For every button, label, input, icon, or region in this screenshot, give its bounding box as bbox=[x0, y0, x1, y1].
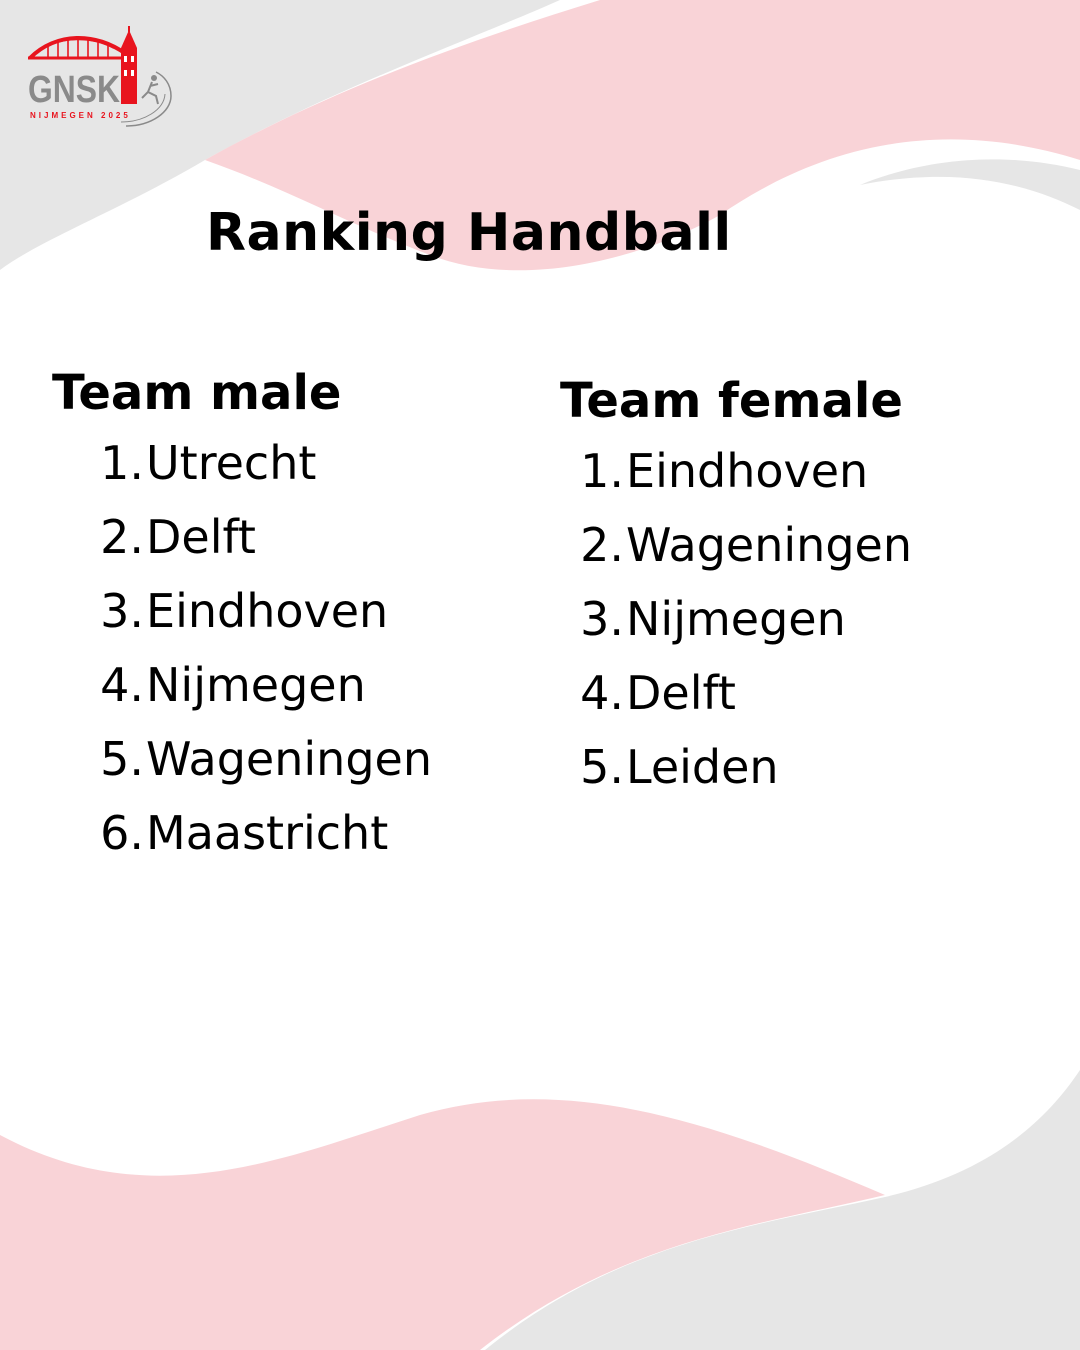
bottom-grey-wave bbox=[485, 1070, 1080, 1350]
logo-subtitle: NIJMEGEN 2025 bbox=[30, 111, 131, 120]
team-name: Wageningen bbox=[146, 732, 432, 786]
rank-number: 2. bbox=[580, 518, 624, 572]
tower-icon bbox=[121, 26, 137, 104]
team-name: Eindhoven bbox=[146, 584, 389, 638]
gnsk-logo: GNSK NIJMEGEN 2025 bbox=[26, 26, 176, 136]
team-name: Wageningen bbox=[626, 518, 912, 572]
runner-icon bbox=[120, 71, 172, 127]
team-name: Maastricht bbox=[146, 806, 389, 860]
rank-number: 2. bbox=[100, 510, 144, 564]
ranking-item: 1. Eindhoven bbox=[572, 434, 930, 508]
ranking-item: 2. Delft bbox=[92, 500, 512, 574]
ranking-item: 1. Utrecht bbox=[92, 426, 512, 500]
rank-number: 6. bbox=[100, 806, 144, 860]
logo-wordmark: GNSK bbox=[28, 69, 120, 111]
team-female-ranking-list: 1. Eindhoven 2. Wageningen 3. Nijmegen 4… bbox=[572, 434, 930, 804]
bottom-pink-wave bbox=[0, 1099, 885, 1350]
team-name: Nijmegen bbox=[626, 592, 846, 646]
rank-number: 1. bbox=[580, 444, 624, 498]
top-grey-wave bbox=[0, 0, 560, 270]
ranking-item: 5. Wageningen bbox=[92, 722, 512, 796]
ranking-item: 6. Maastricht bbox=[92, 796, 512, 870]
rank-number: 5. bbox=[100, 732, 144, 786]
team-female-heading: Team female bbox=[560, 373, 903, 429]
team-name: Leiden bbox=[626, 740, 779, 794]
rank-number: 4. bbox=[100, 658, 144, 712]
ranking-item: 3. Nijmegen bbox=[572, 582, 930, 656]
ranking-item: 2. Wageningen bbox=[572, 508, 930, 582]
top-pink-wave bbox=[205, 0, 1080, 271]
rank-number: 5. bbox=[580, 740, 624, 794]
team-male-column: Team male 1. Utrecht 2. Delft 3. Eindhov… bbox=[52, 360, 512, 870]
ranking-item: 4. Delft bbox=[572, 656, 930, 730]
bridge-arch bbox=[28, 36, 128, 60]
rank-number: 1. bbox=[100, 436, 144, 490]
team-name: Delft bbox=[626, 666, 736, 720]
team-name: Nijmegen bbox=[146, 658, 366, 712]
team-male-heading: Team male bbox=[52, 365, 342, 421]
rank-number: 4. bbox=[580, 666, 624, 720]
team-female-column: Team female 1. Eindhoven 2. Wageningen 3… bbox=[560, 368, 930, 804]
ranking-item: 3. Eindhoven bbox=[92, 574, 512, 648]
rank-number: 3. bbox=[100, 584, 144, 638]
page-title: Ranking Handball bbox=[206, 203, 732, 263]
team-name: Eindhoven bbox=[626, 444, 869, 498]
team-name: Utrecht bbox=[146, 436, 317, 490]
team-name: Delft bbox=[146, 510, 256, 564]
top-right-grey-wave bbox=[860, 159, 1080, 210]
ranking-item: 5. Leiden bbox=[572, 730, 930, 804]
rank-number: 3. bbox=[580, 592, 624, 646]
team-male-ranking-list: 1. Utrecht 2. Delft 3. Eindhoven 4. Nijm… bbox=[92, 426, 512, 870]
ranking-item: 4. Nijmegen bbox=[92, 648, 512, 722]
